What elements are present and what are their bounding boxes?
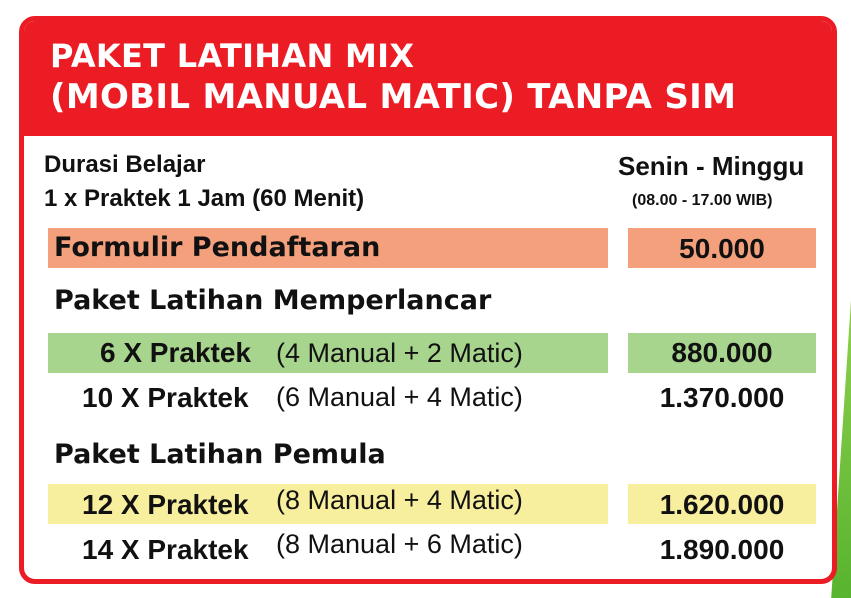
package-detail: (8 Manual + 4 Matic) [276,485,523,515]
package-name: 12 X Praktek [82,489,249,520]
duration-detail: 1 x Praktek 1 Jam (60 Menit) [44,185,365,212]
package-row-bar [48,333,608,373]
package-detail: (4 Manual + 2 Matic) [276,338,523,368]
registration-bar [48,228,608,268]
card-header: PAKET LATIHAN MIX (MOBIL MANUAL MATIC) T… [24,21,832,136]
package-price-bar [628,333,816,373]
package-row-bar [48,484,608,524]
schedule-hours: (08.00 - 17.00 WIB) [632,192,773,209]
schedule-days: Senin - Minggu [618,151,805,181]
registration-price-bar [628,228,816,268]
title-line-2: (MOBIL MANUAL MATIC) TANPA SIM [50,77,737,117]
package-name: 10 X Praktek [82,382,249,413]
package-detail: (8 Manual + 6 Matic) [276,529,523,559]
title-line-1: PAKET LATIHAN MIX [50,37,415,75]
package-price: 1.620.000 [659,489,785,520]
registration-price: 50.000 [679,233,765,264]
package-price: 1.890.000 [659,534,785,565]
package-name: 14 X Praktek [82,534,249,565]
price-card: PAKET LATIHAN MIX (MOBIL MANUAL MATIC) T… [19,16,837,584]
package-detail: (6 Manual + 4 Matic) [276,382,523,412]
package-price: 1.370.000 [659,382,785,413]
package-price: 880.000 [671,337,773,368]
section-title-pemula: Paket Latihan Pemula [54,439,386,470]
duration-label: Durasi Belajar [44,151,206,178]
registration-label: Formulir Pendaftaran [54,232,381,263]
section-title-memperlancar: Paket Latihan Memperlancar [54,285,492,316]
package-price-bar [628,484,816,524]
package-name: 6 X Praktek [100,337,251,368]
